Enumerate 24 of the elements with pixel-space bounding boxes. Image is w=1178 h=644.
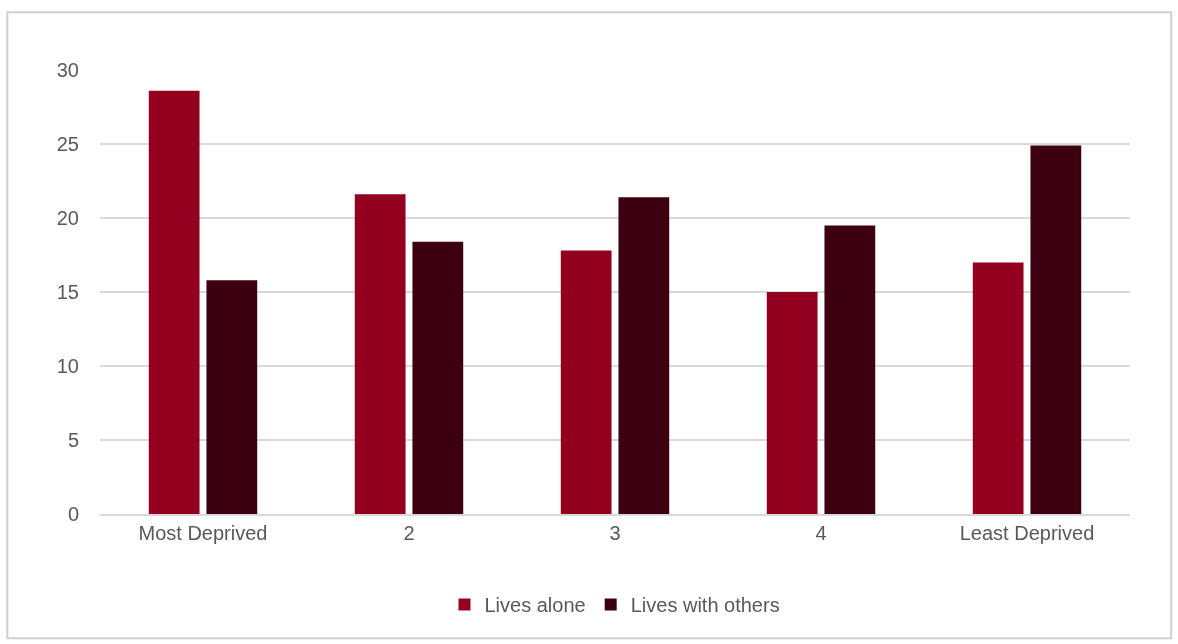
bar	[766, 292, 818, 514]
bar	[1030, 145, 1082, 514]
bar	[618, 197, 670, 514]
y-tick-label: 5	[67, 429, 79, 451]
y-tick-label: 20	[56, 207, 79, 229]
y-tick-label: 30	[56, 59, 79, 81]
y-tick-label: 0	[67, 503, 79, 525]
bar	[354, 194, 406, 514]
legend-label: Lives with others	[630, 594, 780, 617]
bar	[560, 250, 612, 514]
bar	[972, 262, 1024, 514]
legend-label: Lives alone	[484, 594, 586, 617]
y-tick-label: 15	[56, 281, 79, 303]
bar	[148, 90, 200, 514]
x-tick-label: 3	[609, 522, 621, 544]
bar	[412, 241, 464, 514]
y-tick-label: 10	[56, 355, 79, 377]
bar	[824, 225, 876, 514]
x-tick-label: Most Deprived	[138, 522, 268, 544]
y-tick-label: 25	[56, 133, 79, 155]
x-tick-label: 2	[403, 522, 415, 544]
bar	[206, 280, 258, 514]
x-tick-label: 4	[815, 522, 827, 544]
x-tick-label: Least Deprived	[959, 522, 1095, 544]
